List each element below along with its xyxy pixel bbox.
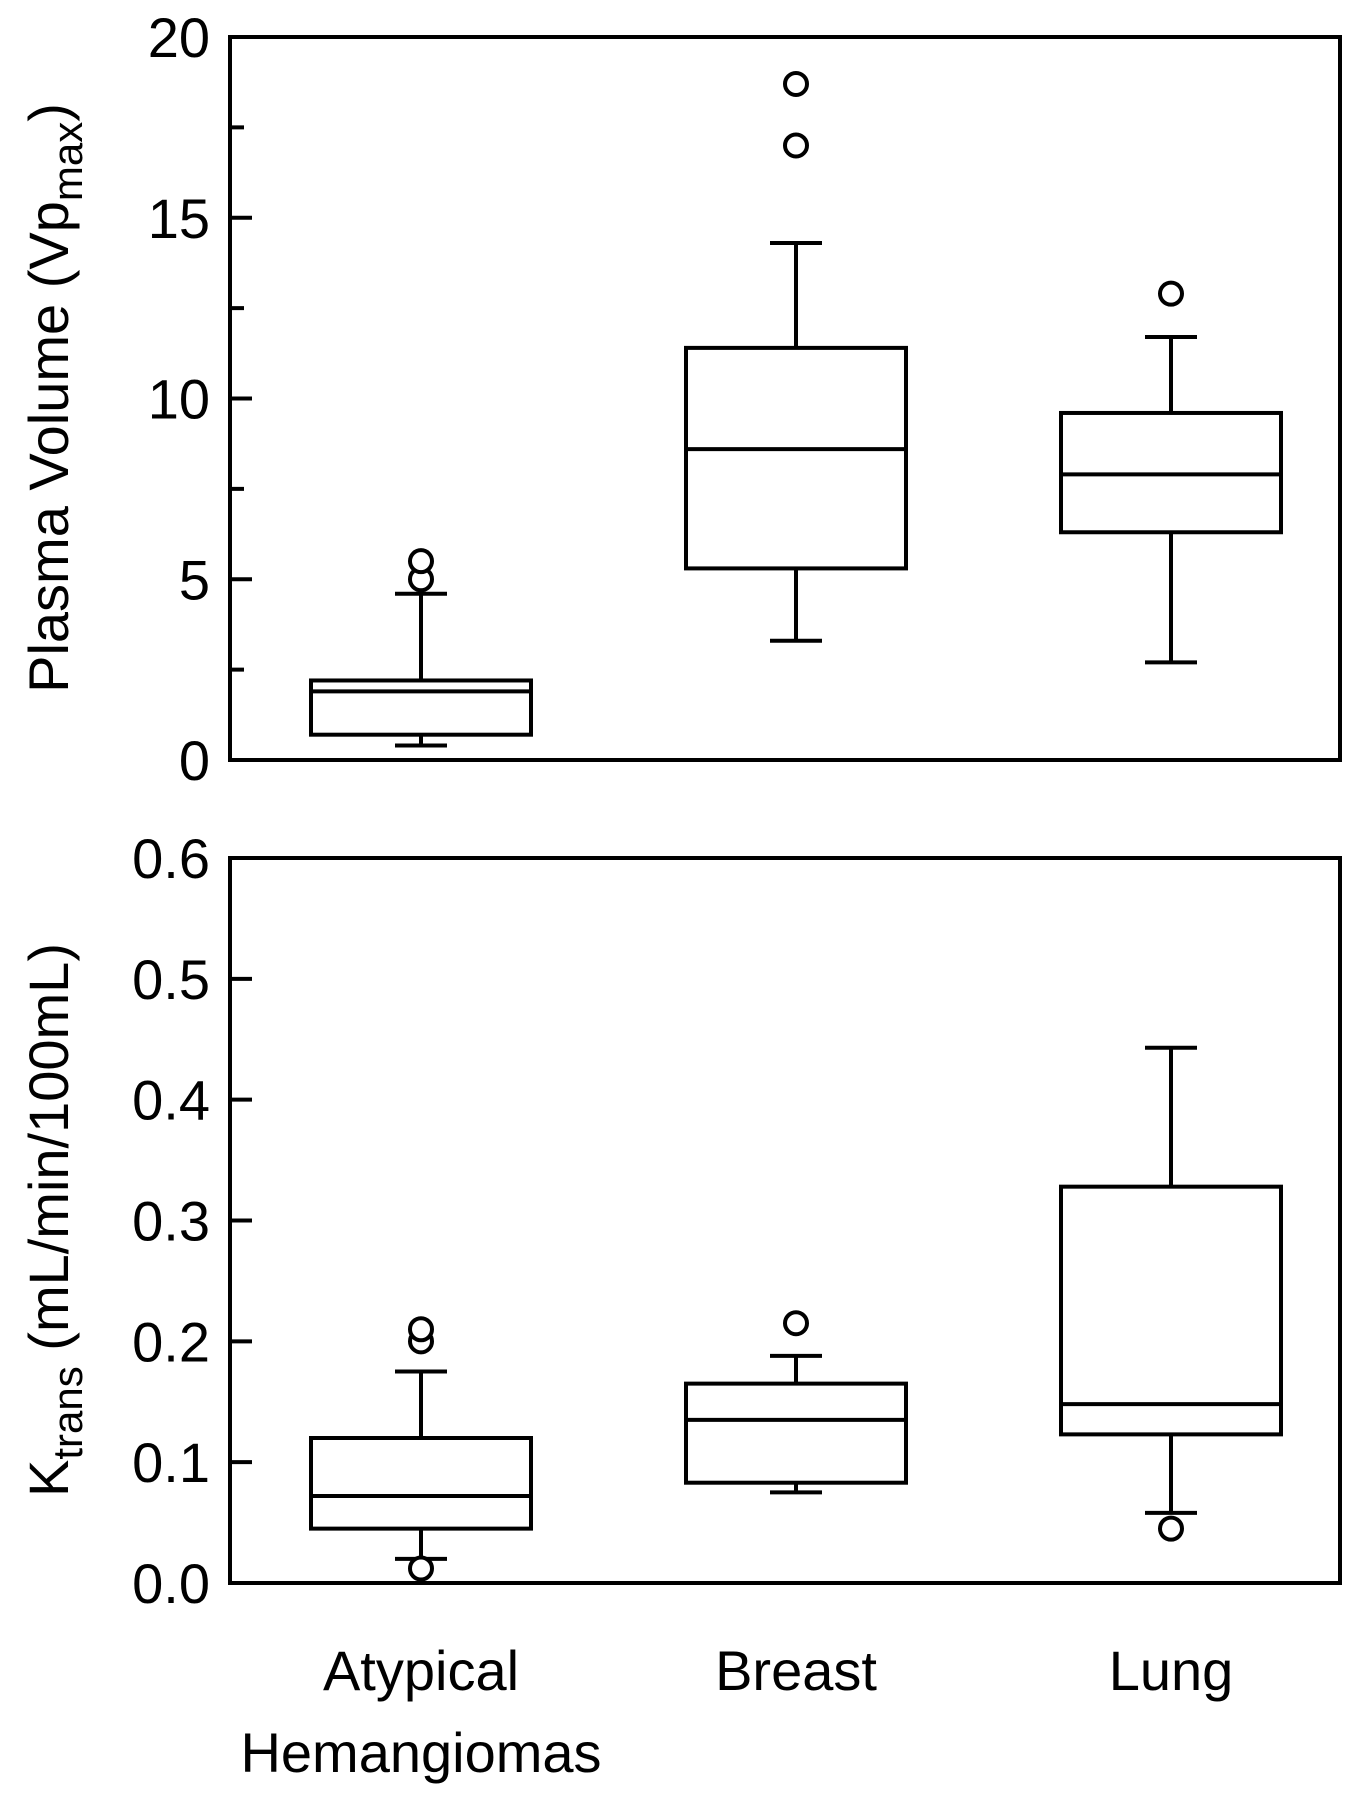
y-axis-title-subscript: max [44, 122, 91, 201]
outlier-point [408, 548, 434, 575]
iqr-box [309, 678, 533, 737]
y-tick-label: 0.2 [132, 1310, 210, 1373]
y-axis-title: Ktrans (mL/min/100mL) [17, 943, 91, 1497]
box-1 [309, 548, 533, 748]
iqr-box [309, 1436, 533, 1531]
box-1 [309, 1316, 533, 1582]
outlier-point [783, 1310, 809, 1337]
y-axis-title-subscript: trans [44, 1366, 91, 1459]
outlier-point [783, 132, 809, 159]
x-axis-labels: Atypical Hemangiomas Breast Lung [240, 1639, 1233, 1784]
outlier-point [408, 1555, 434, 1582]
box-2 [684, 1310, 908, 1495]
box-3 [1059, 280, 1283, 665]
x-category-label: Atypical [323, 1639, 519, 1702]
y-tick-label: 5 [179, 548, 210, 611]
y-tick-label: 0.3 [132, 1190, 210, 1253]
outlier-point [408, 1316, 434, 1343]
y-tick-label: 0.1 [132, 1431, 210, 1494]
outlier-point [1158, 280, 1184, 307]
iqr-box [1059, 1184, 1283, 1437]
outlier-point [1158, 1515, 1184, 1542]
x-category-label: Hemangiomas [240, 1721, 601, 1784]
outlier-point [783, 70, 809, 97]
iqr-box [684, 1381, 908, 1485]
y-tick-label: 0.5 [132, 948, 210, 1011]
y-axis-title-close: ) [17, 103, 80, 122]
y-axis-title-main: K [17, 1460, 80, 1497]
y-tick-label: 15 [148, 187, 210, 250]
y-axis-title-units: (mL/min/100mL) [17, 943, 80, 1366]
y-tick-label: 0.4 [132, 1069, 210, 1132]
panel-1: 0 5 10 15 20 Plasma Volume (Vpmax) [17, 6, 1342, 792]
panel-2: 0.0 0.1 0.2 0.3 0.4 0.5 0.6 Ktrans (mL/min/100m… [17, 827, 1342, 1615]
y-tick-label: 10 [148, 368, 210, 431]
y-tick-label: 0.6 [132, 827, 210, 890]
y-tick-label: 20 [148, 6, 210, 69]
y-axis-title: Plasma Volume (Vpmax) [17, 103, 91, 693]
iqr-box [684, 345, 908, 571]
x-category-label: Lung [1109, 1639, 1234, 1702]
box-2 [684, 70, 908, 643]
y-tick-label: 0 [179, 729, 210, 792]
y-axis-title-main: Plasma Volume (Vp [17, 201, 80, 693]
x-category-label: Breast [715, 1639, 877, 1702]
box-3 [1059, 1045, 1283, 1542]
y-tick-label: 0.0 [132, 1552, 210, 1615]
